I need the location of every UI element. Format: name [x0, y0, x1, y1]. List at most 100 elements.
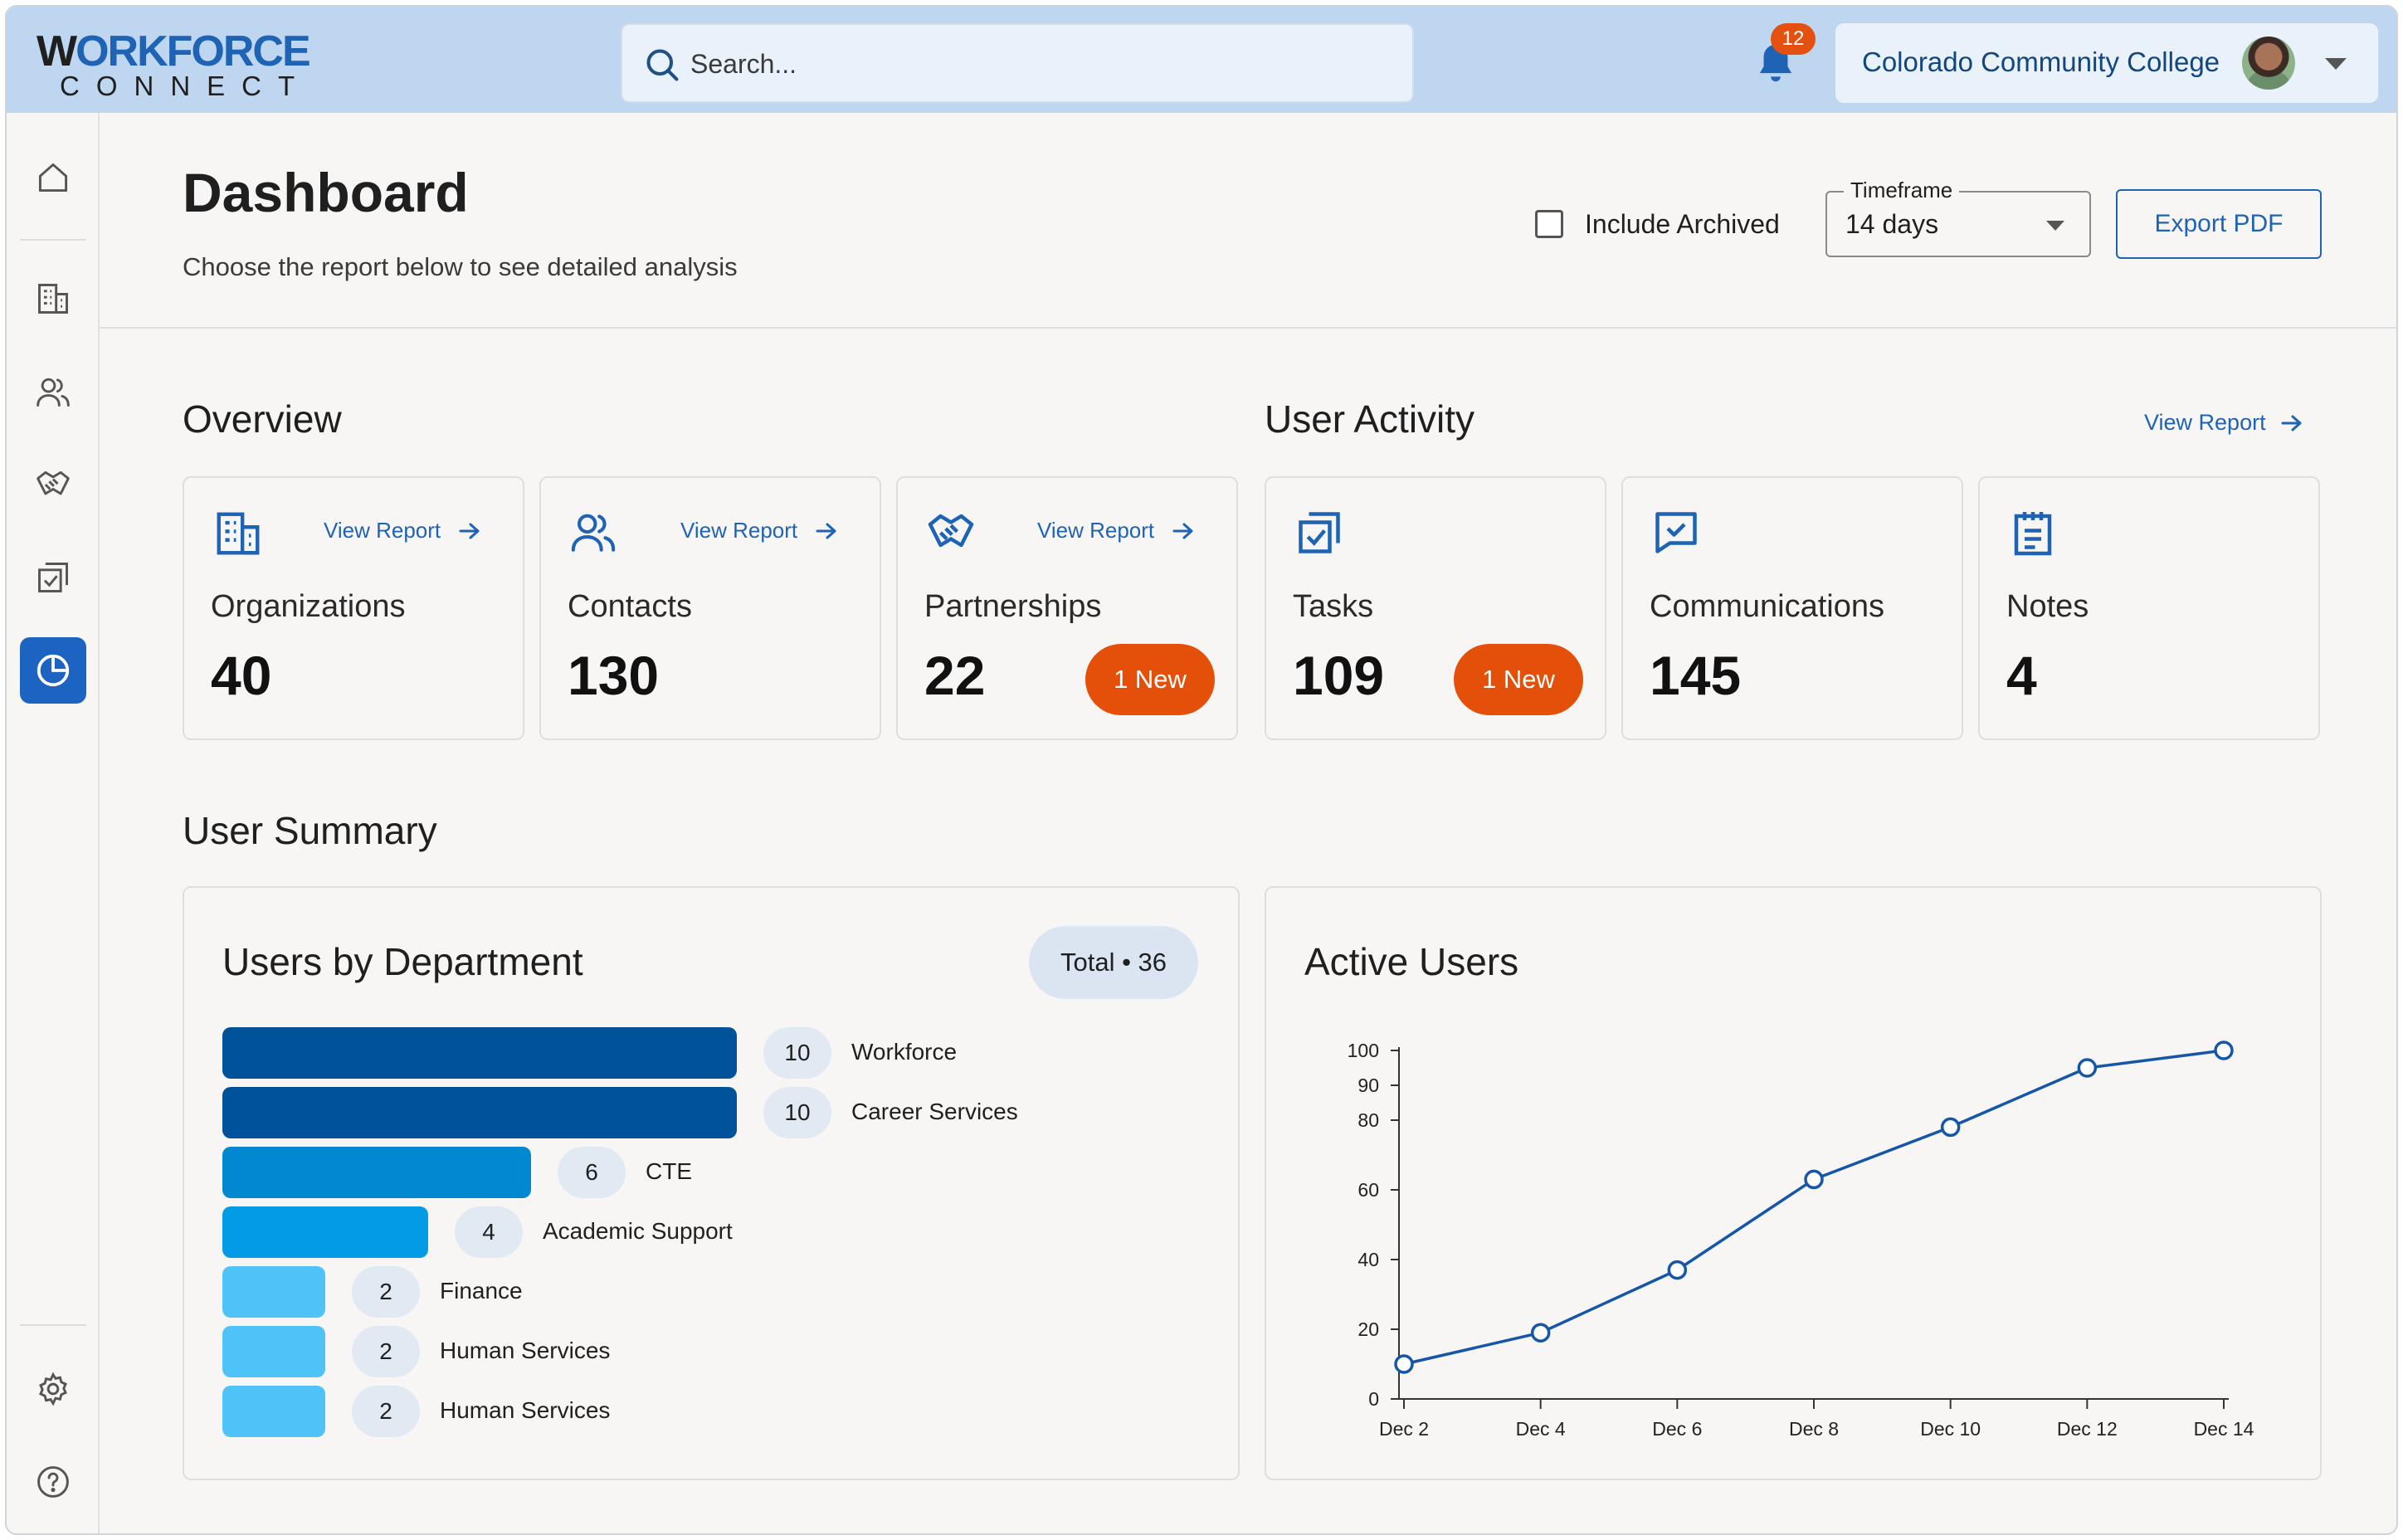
stat-value: 109 [1293, 645, 1385, 706]
workforce-connect-logo[interactable]: WORKFORCE CONNECT [37, 27, 311, 105]
y-tick-label: 60 [1357, 1179, 1379, 1201]
department-row: 10 Career Services [222, 1087, 1135, 1138]
include-archived-toggle[interactable]: Include Archived [1535, 206, 1780, 242]
logo-letter-w: W [37, 27, 77, 76]
stat-label: Partnerships [924, 589, 1102, 624]
department-name-label: Workforce [851, 1039, 958, 1065]
new-badge[interactable]: 1 New [1454, 644, 1583, 715]
view-report-label: View Report [324, 518, 441, 543]
arrow-right-icon [816, 523, 836, 539]
chevron-down-icon[interactable] [2325, 58, 2347, 70]
department-name-label: Human Services [440, 1338, 611, 1363]
stat-label: Notes [2006, 589, 2089, 624]
new-badge[interactable]: 1 New [1085, 644, 1215, 715]
stat-value: 4 [2006, 645, 2037, 706]
x-tick-label: Dec 2 [1379, 1418, 1429, 1440]
data-point [1394, 1354, 1414, 1374]
sidebar-item-tasks[interactable] [20, 544, 86, 611]
arrow-right-icon [2281, 415, 2302, 431]
timeframe-select[interactable]: Timeframe 14 days [1825, 178, 2091, 257]
include-archived-checkbox[interactable] [1535, 210, 1563, 238]
x-tick-label: Dec 12 [2057, 1418, 2118, 1440]
department-name-label: Human Services [440, 1397, 611, 1423]
department-count-label: 10 [763, 1027, 831, 1079]
users-icon [571, 514, 616, 552]
sidebar-item-settings[interactable] [20, 1356, 86, 1422]
view-report-label: View Report [2144, 410, 2266, 435]
stat-label: Organizations [211, 589, 406, 624]
active-users-card: Active Users 0 20 40 60 80 90 100 Dec 2 Dec 4 Dec… [1265, 886, 2322, 1480]
sidebar-divider [20, 239, 86, 241]
card-title: Active Users [1304, 940, 1519, 983]
sidebar-item-partnerships[interactable] [20, 451, 86, 518]
data-point [1940, 1117, 1961, 1138]
search-icon [646, 49, 679, 81]
organizations-card[interactable]: View Report Organizations 40 [183, 476, 524, 740]
logo-word-rest: RKFORCE [107, 27, 311, 76]
pie-chart-icon [37, 654, 70, 687]
search-box[interactable] [621, 23, 1414, 103]
department-bar[interactable] [222, 1326, 325, 1377]
department-row: 2 Human Services [222, 1386, 1135, 1437]
y-tick-label: 20 [1357, 1318, 1379, 1340]
sidebar-item-contacts[interactable] [20, 358, 86, 425]
notepad-icon [2014, 512, 2052, 556]
data-point [1530, 1323, 1551, 1343]
x-tick-label: Dec 6 [1652, 1418, 1702, 1440]
partnerships-view-report-link[interactable]: View Report [1037, 518, 1194, 543]
sidebar-item-help[interactable] [20, 1449, 86, 1515]
data-point [2214, 1040, 2234, 1060]
department-row: 2 Human Services [222, 1326, 1135, 1377]
department-count-label: 2 [352, 1386, 420, 1437]
partnerships-card[interactable]: View Report Partnerships 22 1 New [896, 476, 1238, 740]
department-name-label: Academic Support [543, 1218, 733, 1244]
arrow-right-icon [1172, 523, 1193, 539]
contacts-card[interactable]: View Report Contacts 130 [539, 476, 881, 740]
message-check-icon [1655, 512, 1697, 553]
organizations-view-report-link[interactable]: View Report [324, 518, 480, 543]
department-name-label: Finance [440, 1278, 523, 1304]
notes-card[interactable]: Notes 4 [1978, 476, 2320, 740]
organization-switcher[interactable]: Colorado Community College [1835, 23, 2378, 103]
data-point [1667, 1260, 1688, 1280]
user-activity-view-report-link[interactable]: View Report [2144, 410, 2303, 436]
department-bar[interactable] [222, 1266, 325, 1318]
department-bar[interactable] [222, 1386, 325, 1437]
department-row: 6 CTE [222, 1147, 1135, 1198]
sidebar-item-home[interactable] [20, 144, 86, 211]
app-window: WORKFORCE CONNECT 12 Colorado Community … [5, 5, 2398, 1535]
page-header: Dashboard Choose the report below to see… [100, 113, 2396, 329]
x-tick-label: Dec 4 [1516, 1418, 1566, 1440]
department-row: 4 Academic Support [222, 1206, 1135, 1258]
sidebar-item-reports[interactable] [20, 637, 86, 704]
tasks-card[interactable]: Tasks 109 1 New [1265, 476, 1606, 740]
logo-wordmark-top: WORKFORCE [37, 27, 311, 76]
department-bar[interactable] [222, 1206, 428, 1258]
card-title: Users by Department [222, 940, 583, 983]
department-row: 2 Finance [222, 1266, 1135, 1318]
handshake-icon [928, 514, 974, 548]
export-pdf-button[interactable]: Export PDF [2116, 189, 2322, 259]
task-check-icon [38, 563, 68, 592]
department-bar[interactable] [222, 1027, 737, 1079]
notification-count-badge: 12 [1771, 23, 1816, 55]
users-by-department-card: Users by Department Total • 36 10 Workfor… [183, 886, 1240, 1480]
logo-letter-o: O [76, 27, 109, 76]
user-avatar[interactable] [2242, 37, 2295, 90]
users-icon [37, 378, 70, 407]
timeframe-value: 14 days [1845, 209, 1939, 239]
y-tick-label: 0 [1368, 1388, 1379, 1410]
gear-icon [39, 1372, 67, 1406]
user-summary-section-title: User Summary [183, 809, 437, 852]
communications-card[interactable]: Communications 145 [1621, 476, 1963, 740]
search-input[interactable] [690, 41, 1387, 86]
sidebar [7, 113, 100, 1533]
department-name-label: Career Services [851, 1099, 1018, 1124]
x-tick-label: Dec 10 [1920, 1418, 1981, 1440]
department-bar[interactable] [222, 1087, 737, 1138]
home-icon [38, 163, 68, 192]
department-bar[interactable] [222, 1147, 531, 1198]
contacts-view-report-link[interactable]: View Report [680, 518, 837, 543]
organization-name: Colorado Community College [1862, 46, 2220, 77]
sidebar-item-organizations[interactable] [20, 266, 86, 332]
